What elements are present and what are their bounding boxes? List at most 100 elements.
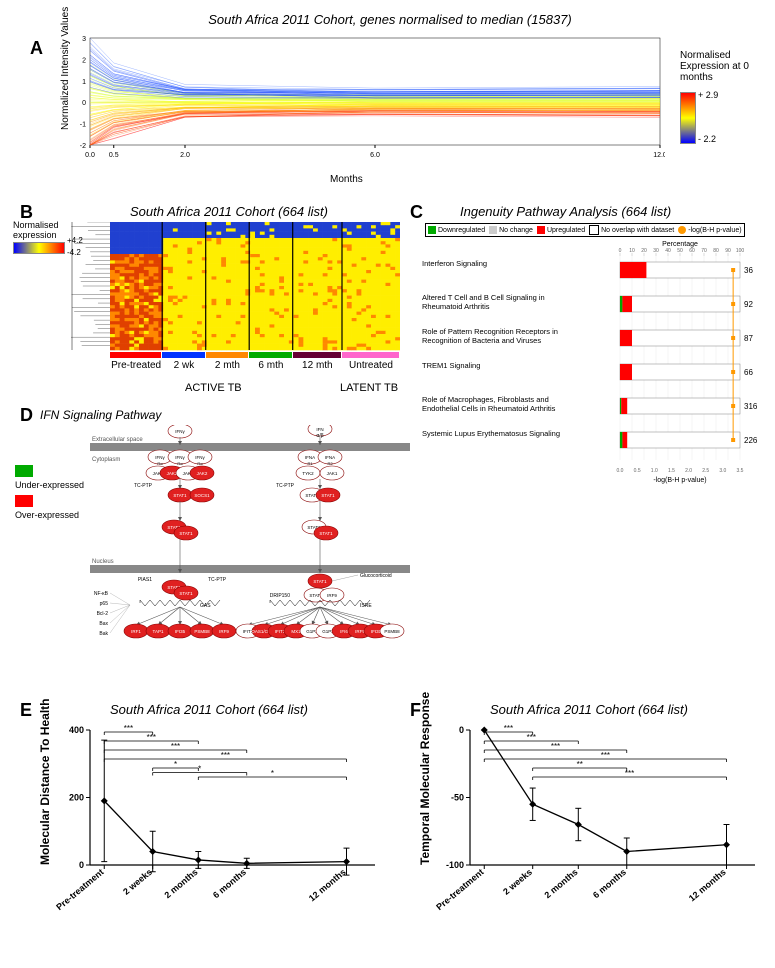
legend-down: Downregulated xyxy=(438,227,485,234)
svg-text:-50: -50 xyxy=(451,793,464,803)
panel-d-pathway: Extracellular spaceCytoplasmNucleusIFNγI… xyxy=(20,425,420,685)
panel-d-title: IFN Signaling Pathway xyxy=(40,408,161,422)
svg-text:STAT1: STAT1 xyxy=(179,531,193,536)
panel-a-colorbar-label: Normalised Expression at 0 months xyxy=(680,50,760,83)
svg-text:***: *** xyxy=(527,733,536,742)
svg-text:1.5: 1.5 xyxy=(668,468,675,474)
svg-text:***: *** xyxy=(171,742,180,751)
panel-e-title: South Africa 2011 Cohort (664 list) xyxy=(110,702,308,717)
panel-b-cb-label: Normalised expression xyxy=(13,220,63,240)
svg-text:IFI6: IFI6 xyxy=(340,629,348,634)
timepoint-bar xyxy=(206,352,249,358)
svg-text:*: * xyxy=(198,765,201,774)
svg-text:p65: p65 xyxy=(100,601,109,607)
timepoint-label: Untreated xyxy=(342,360,400,371)
svg-text:3.0: 3.0 xyxy=(719,468,726,474)
svg-text:40: 40 xyxy=(665,248,671,254)
svg-text:2: 2 xyxy=(82,57,86,64)
panel-b-title: South Africa 2011 Cohort (664 list) xyxy=(130,204,328,219)
svg-text:PSMB8: PSMB8 xyxy=(384,629,400,634)
svg-text:TC-PTP: TC-PTP xyxy=(208,577,227,583)
svg-text:Altered T Cell and B Cell Sign: Altered T Cell and B Cell Signaling in xyxy=(422,293,545,302)
svg-text:10: 10 xyxy=(629,248,635,254)
panel-a-title: South Africa 2011 Cohort, genes normalis… xyxy=(140,12,640,27)
svg-text:20: 20 xyxy=(641,248,647,254)
svg-text:*: * xyxy=(174,760,177,769)
svg-text:IFNγ: IFNγ xyxy=(195,455,205,460)
svg-text:TYK2: TYK2 xyxy=(302,471,314,476)
svg-text:0.0: 0.0 xyxy=(85,152,95,159)
panel-a-cb-high: + 2.9 xyxy=(698,90,718,100)
svg-text:NF-κB: NF-κB xyxy=(94,591,109,597)
panel-e-label: E xyxy=(20,700,32,721)
svg-text:12 months: 12 months xyxy=(687,867,728,904)
svg-text:316: 316 xyxy=(744,402,758,411)
svg-text:Recognition of Bacteria and Vi: Recognition of Bacteria and Viruses xyxy=(422,336,541,345)
svg-text:Endothelial Cells in Rheumatoi: Endothelial Cells in Rheumatoid Arthriti… xyxy=(422,404,556,413)
svg-text:R1: R1 xyxy=(307,461,313,466)
svg-text:IFNA: IFNA xyxy=(305,455,315,460)
svg-text:***: *** xyxy=(147,733,156,742)
svg-text:***: *** xyxy=(124,724,133,733)
svg-text:12.0: 12.0 xyxy=(653,152,665,159)
legend-nc: No change xyxy=(499,227,533,234)
svg-text:TAP1: TAP1 xyxy=(153,629,164,634)
svg-text:3.5: 3.5 xyxy=(737,468,744,474)
svg-text:STAT1: STAT1 xyxy=(321,493,335,498)
svg-text:70: 70 xyxy=(701,248,707,254)
panel-a-label: A xyxy=(30,38,43,59)
svg-text:Role of Pattern Recognition Re: Role of Pattern Recognition Receptors in xyxy=(422,327,558,336)
svg-text:IFNγ: IFNγ xyxy=(175,429,185,434)
timepoint-label: 2 wk xyxy=(162,360,206,371)
svg-text:0.0: 0.0 xyxy=(617,468,624,474)
svg-text:Bax: Bax xyxy=(99,621,108,627)
svg-text:2 months: 2 months xyxy=(163,867,200,900)
panel-f-title: South Africa 2011 Cohort (664 list) xyxy=(490,702,688,717)
svg-text:226: 226 xyxy=(744,436,758,445)
svg-text:PSMB8: PSMB8 xyxy=(194,629,210,634)
svg-text:***: *** xyxy=(221,751,230,760)
panel-d-label: D xyxy=(20,405,33,426)
svg-text:IFNA: IFNA xyxy=(325,455,335,460)
timepoint-bar xyxy=(342,352,399,358)
svg-text:92: 92 xyxy=(744,300,753,309)
svg-text:2 weeks: 2 weeks xyxy=(501,867,534,897)
svg-text:Bcl-2: Bcl-2 xyxy=(97,611,109,617)
svg-text:Pre-treatment: Pre-treatment xyxy=(54,867,105,912)
svg-text:TC-PTP: TC-PTP xyxy=(134,483,153,489)
svg-text:ISRE: ISRE xyxy=(360,603,372,609)
svg-text:Percentage: Percentage xyxy=(662,241,698,248)
svg-text:Rα: Rα xyxy=(177,461,183,466)
panel-f-plot: -100-500Pre-treatment2 weeks2 months6 mo… xyxy=(425,720,765,920)
panel-a-plot: 0.00.52.06.012.0-2-10123 xyxy=(65,30,665,170)
timepoint-label: Pre-treated xyxy=(110,360,162,371)
svg-text:DRIP150: DRIP150 xyxy=(270,593,291,599)
legend-no-overlap: No overlap with dataset xyxy=(601,227,674,234)
svg-text:6.0: 6.0 xyxy=(370,152,380,159)
timepoint-bar xyxy=(293,352,341,358)
svg-text:JAK2: JAK2 xyxy=(197,471,208,476)
svg-text:1: 1 xyxy=(82,79,86,86)
svg-text:0: 0 xyxy=(82,100,86,107)
svg-text:12 months: 12 months xyxy=(307,867,348,904)
svg-text:1.0: 1.0 xyxy=(651,468,658,474)
svg-text:Interferon Signaling: Interferon Signaling xyxy=(422,259,487,268)
panel-a-cb-low: - 2.2 xyxy=(698,134,716,144)
svg-text:36: 36 xyxy=(744,266,753,275)
svg-text:0.5: 0.5 xyxy=(109,152,119,159)
svg-text:Rheumatoid Arthritis: Rheumatoid Arthritis xyxy=(422,302,490,311)
svg-text:3: 3 xyxy=(82,36,86,43)
svg-text:STAT1: STAT1 xyxy=(179,591,193,596)
timepoint-label: 12 mth xyxy=(293,360,342,371)
svg-text:SOCS1: SOCS1 xyxy=(194,493,210,498)
svg-text:6 months: 6 months xyxy=(591,867,628,900)
timepoint-bar xyxy=(162,352,205,358)
svg-text:50: 50 xyxy=(677,248,683,254)
svg-text:Bak: Bak xyxy=(99,631,108,637)
svg-text:6 months: 6 months xyxy=(211,867,248,900)
svg-text:Rα: Rα xyxy=(157,461,163,466)
svg-text:2.5: 2.5 xyxy=(702,468,709,474)
svg-text:90: 90 xyxy=(725,248,731,254)
svg-text:**: ** xyxy=(577,760,583,769)
svg-text:MX1: MX1 xyxy=(291,629,301,634)
